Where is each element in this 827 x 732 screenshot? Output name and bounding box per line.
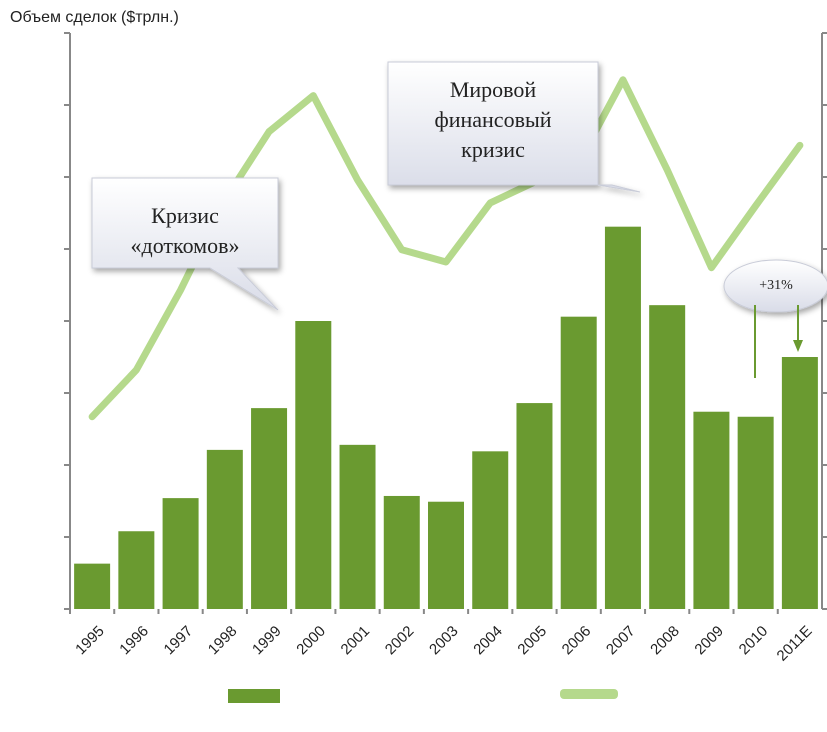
- bar: [74, 563, 111, 609]
- x-tick-label: 2004: [470, 623, 506, 659]
- bar: [251, 408, 288, 609]
- x-tick-label: 1998: [205, 623, 241, 659]
- bar: [472, 451, 509, 609]
- bar: [560, 316, 597, 609]
- annotation: финансовый: [434, 107, 551, 132]
- x-tick-label: 1996: [116, 623, 152, 659]
- chart-title: Объем сделок ($трлн.): [10, 9, 179, 26]
- x-tick-label: 2006: [559, 623, 595, 659]
- annotation: «доткомов»: [131, 233, 240, 258]
- callout: [91, 177, 279, 311]
- bar: [516, 403, 553, 609]
- x-tick-label: 2002: [382, 623, 418, 659]
- annotation: кризис: [461, 137, 525, 162]
- annotations: Кризис «доткомов» Мировой финансовый кризис +…: [131, 77, 794, 293]
- bar: [295, 321, 332, 609]
- x-tick-label: 2009: [691, 623, 727, 659]
- bar: [383, 495, 420, 609]
- bar: [649, 305, 686, 609]
- bar: [737, 416, 774, 609]
- legend-swatch: [228, 689, 280, 703]
- x-tick-label: 1997: [161, 623, 197, 659]
- x-tick-label: 2000: [293, 623, 329, 659]
- x-tick-label: 2010: [736, 623, 772, 659]
- arrow-head: [793, 340, 803, 352]
- bar: [206, 449, 243, 609]
- x-tick-label: 2001: [338, 623, 374, 659]
- callout: [723, 259, 827, 313]
- annotation: +31%: [759, 278, 793, 293]
- legend-swatch: [560, 689, 618, 699]
- annotation: Мировой: [450, 77, 537, 102]
- plot: 1995 1996 1997 1998 1999 2000 2001 2002 2003 2004…: [64, 32, 827, 665]
- x-tick-label: 2003: [426, 623, 462, 659]
- bar: [781, 357, 818, 609]
- annotation: Кризис: [151, 203, 219, 228]
- bar: [118, 531, 155, 609]
- x-tick-label: 2007: [603, 623, 639, 659]
- bar: [693, 411, 730, 609]
- x-tick-label: 1999: [249, 623, 285, 659]
- bar: [339, 444, 376, 609]
- x-tick-label: 1995: [72, 623, 108, 659]
- bar: [604, 226, 641, 609]
- bar: [162, 498, 199, 609]
- x-tick-label: 2011E: [774, 623, 816, 665]
- x-tick-label: 2008: [647, 623, 683, 659]
- x-tick-label: 2005: [514, 623, 550, 659]
- bar: [428, 501, 464, 609]
- callout: [387, 61, 641, 193]
